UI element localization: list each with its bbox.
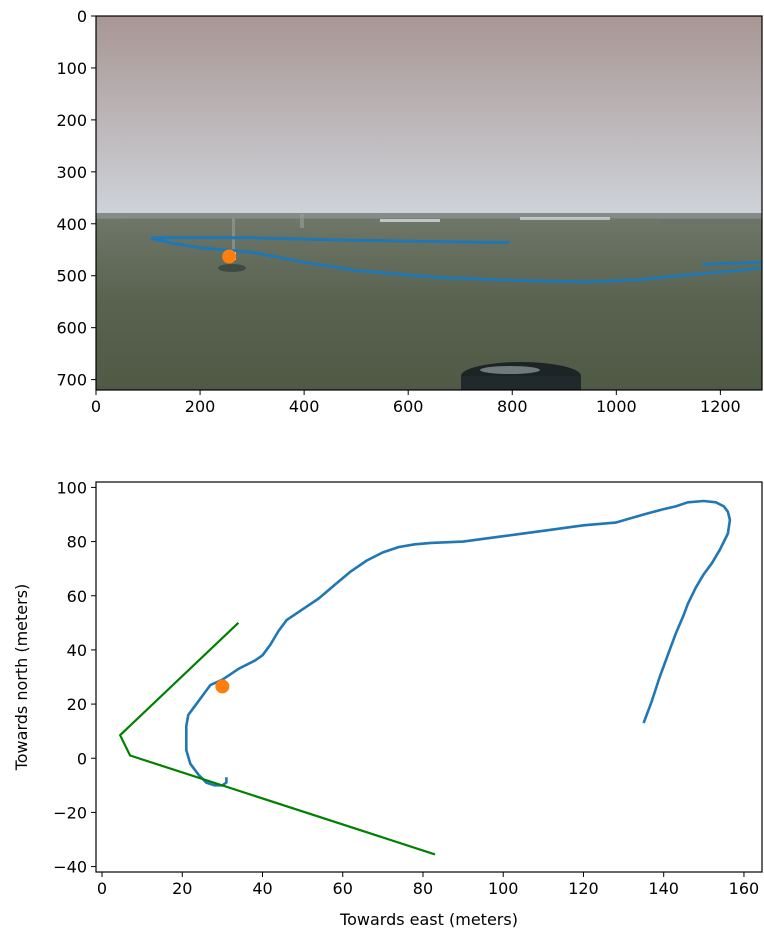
map-x-tick: 20 bbox=[172, 872, 192, 898]
map-y-tick-label: 20 bbox=[67, 695, 87, 714]
image-y-tick-label: 500 bbox=[56, 267, 87, 286]
camera-image-panel: 0 200 400 600 800 1000 1200 0 100 200 300 400 500 60… bbox=[56, 7, 763, 416]
map-x-axis: 0 20 40 60 80 100 120 140 160 bbox=[97, 872, 759, 898]
image-y-tick: 300 bbox=[56, 163, 96, 182]
plot-area bbox=[96, 482, 762, 872]
map-panel: 0 20 40 60 80 100 120 140 160 −40 −20 0 20 40 60 80 100… bbox=[12, 478, 763, 929]
image-x-tick: 800 bbox=[497, 390, 528, 416]
image-x-tick: 400 bbox=[289, 390, 320, 416]
image-x-tick-label: 200 bbox=[185, 397, 216, 416]
map-y-tick: 60 bbox=[67, 587, 96, 606]
shoreline bbox=[96, 213, 762, 250]
image-y-tick: 700 bbox=[56, 371, 96, 390]
map-series bbox=[119, 499, 732, 856]
map-x-tick: 160 bbox=[729, 872, 760, 898]
current-position-marker bbox=[222, 249, 237, 264]
map-x-tick-label: 140 bbox=[648, 879, 679, 898]
map-y-axis: −40 −20 0 20 40 60 80 100 bbox=[53, 478, 96, 877]
map-y-tick-label: 0 bbox=[77, 749, 87, 768]
map-x-tick-label: 40 bbox=[252, 879, 272, 898]
image-x-tick: 200 bbox=[185, 390, 216, 416]
map-x-tick-label: 120 bbox=[568, 879, 599, 898]
sky-region bbox=[96, 16, 762, 218]
map-y-tick-label: 80 bbox=[67, 533, 87, 552]
image-y-tick-label: 400 bbox=[56, 215, 87, 234]
map-x-tick-label: 80 bbox=[413, 879, 433, 898]
image-x-axis: 0 200 400 600 800 1000 1200 bbox=[91, 390, 741, 416]
image-x-tick-label: 0 bbox=[91, 397, 101, 416]
image-y-tick-label: 100 bbox=[56, 59, 87, 78]
map-x-tick-label: 20 bbox=[172, 879, 192, 898]
image-y-tick-label: 0 bbox=[77, 7, 87, 26]
sea-region bbox=[96, 218, 762, 390]
x-axis-title: Towards east (meters) bbox=[339, 910, 518, 929]
image-x-tick-label: 1000 bbox=[596, 397, 637, 416]
image-frame bbox=[95, 15, 763, 391]
y-axis-title: Towards north (meters) bbox=[12, 584, 31, 772]
map-x-tick: 40 bbox=[252, 872, 273, 898]
image-x-tick-label: 600 bbox=[393, 397, 424, 416]
image-x-tick-label: 400 bbox=[289, 397, 320, 416]
map-x-tick: 120 bbox=[568, 872, 599, 898]
projected-trajectory bbox=[150, 236, 762, 284]
image-y-tick-label: 300 bbox=[56, 163, 87, 182]
map-y-tick: −20 bbox=[53, 803, 96, 822]
projected-track-segment-3 bbox=[702, 260, 762, 266]
map-x-tick: 140 bbox=[648, 872, 679, 898]
camera-image bbox=[96, 16, 762, 390]
map-x-tick-label: 60 bbox=[333, 879, 353, 898]
marker-point bbox=[215, 679, 230, 694]
image-y-tick-label: 200 bbox=[56, 111, 87, 130]
map-y-tick: 80 bbox=[67, 533, 96, 552]
map-y-tick: 0 bbox=[77, 749, 96, 768]
image-x-tick: 1000 bbox=[596, 390, 637, 416]
image-y-tick: 100 bbox=[56, 59, 96, 78]
image-y-tick-label: 700 bbox=[56, 371, 87, 390]
map-x-tick-label: 160 bbox=[729, 879, 760, 898]
map-y-tick: 100 bbox=[56, 478, 96, 497]
image-x-tick: 600 bbox=[393, 390, 424, 416]
field-of-view-line bbox=[119, 622, 436, 856]
trajectory-line bbox=[185, 499, 732, 787]
map-x-tick: 80 bbox=[413, 872, 433, 898]
projected-track-segment-1 bbox=[150, 236, 762, 284]
map-x-tick: 0 bbox=[97, 872, 107, 898]
image-x-tick: 0 bbox=[91, 390, 101, 416]
image-x-tick: 1200 bbox=[700, 390, 741, 416]
image-y-axis: 0 100 200 300 400 500 600 700 bbox=[56, 7, 96, 390]
image-y-tick: 500 bbox=[56, 267, 96, 286]
image-x-tick-label: 800 bbox=[497, 397, 528, 416]
plot-frame bbox=[95, 481, 763, 873]
map-y-tick-label: −40 bbox=[53, 858, 87, 877]
map-x-tick: 60 bbox=[333, 872, 353, 898]
map-x-tick-label: 0 bbox=[97, 879, 107, 898]
map-y-tick: 40 bbox=[67, 641, 96, 660]
map-x-tick: 100 bbox=[488, 872, 519, 898]
image-y-tick-label: 600 bbox=[56, 319, 87, 338]
map-y-tick: 20 bbox=[67, 695, 96, 714]
map-y-tick-label: 60 bbox=[67, 587, 87, 606]
image-x-tick-label: 1200 bbox=[700, 397, 741, 416]
buoy bbox=[461, 362, 581, 390]
image-y-tick: 200 bbox=[56, 111, 96, 130]
image-y-tick: 600 bbox=[56, 319, 96, 338]
map-position-marker bbox=[215, 679, 230, 694]
map-y-tick: −40 bbox=[53, 858, 96, 877]
image-y-tick: 400 bbox=[56, 215, 96, 234]
image-y-tick: 0 bbox=[77, 7, 96, 26]
projected-track-segment-2 bbox=[153, 236, 510, 244]
map-y-tick-label: 100 bbox=[56, 478, 87, 497]
map-y-tick-label: −20 bbox=[53, 803, 87, 822]
map-y-tick-label: 40 bbox=[67, 641, 87, 660]
marker-point bbox=[222, 249, 237, 264]
map-x-tick-label: 100 bbox=[488, 879, 519, 898]
